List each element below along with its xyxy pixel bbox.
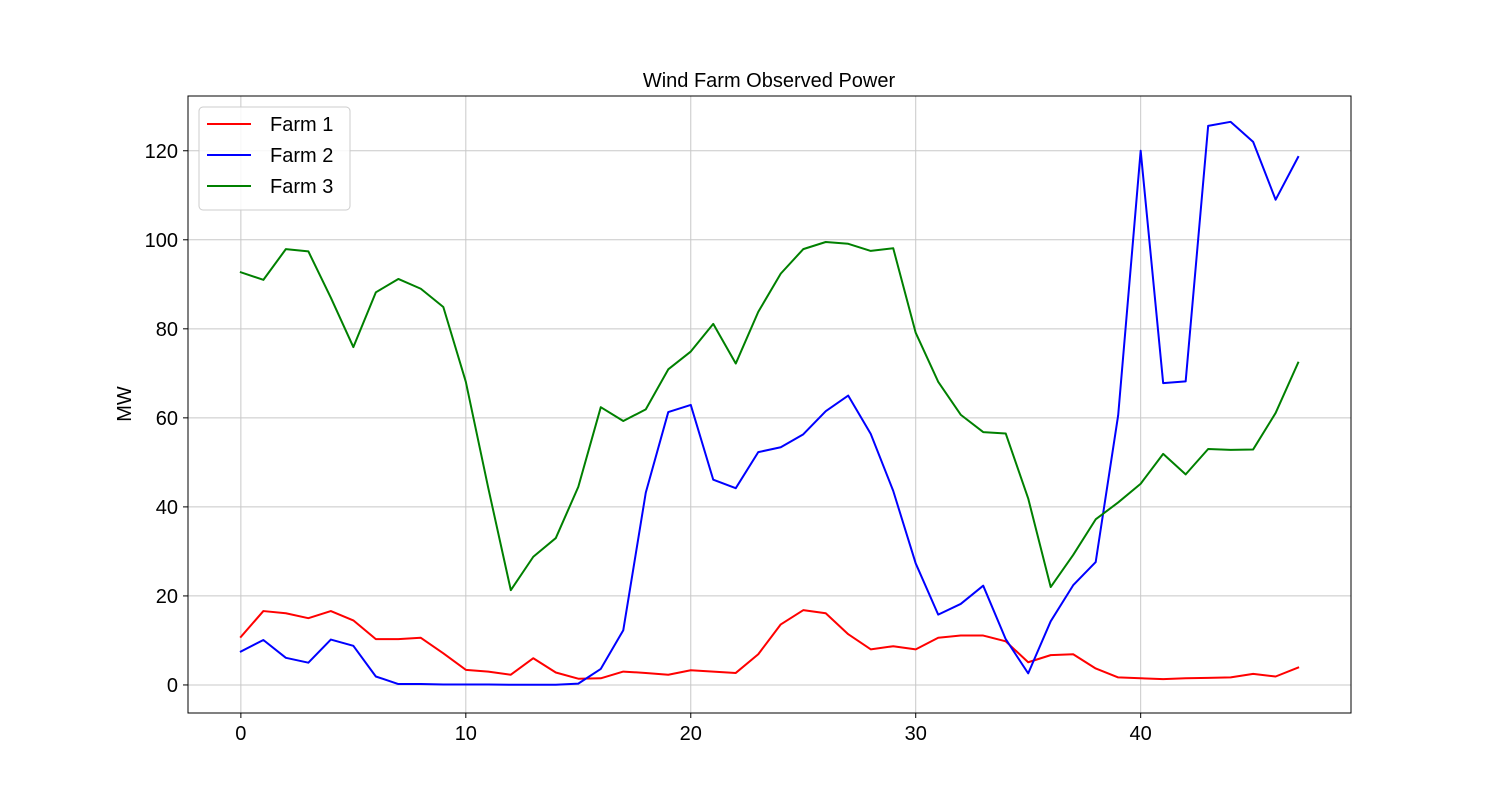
y-axis-label: MW <box>114 386 136 422</box>
legend-label: Farm 1 <box>270 114 333 136</box>
legend: Farm 1 Farm 2 Farm 3 <box>198 106 351 211</box>
x-tick-label: 20 <box>680 723 702 745</box>
legend-label: Farm 2 <box>270 145 333 167</box>
x-tick-label: 0 <box>235 723 246 745</box>
series-lines <box>239 120 1300 686</box>
y-tick-label: 120 <box>145 141 178 163</box>
legend-label: Farm 3 <box>270 176 333 198</box>
y-tick-label: 40 <box>156 497 178 519</box>
y-tick-label: 60 <box>156 408 178 430</box>
series-line-1 <box>239 609 1300 681</box>
y-tick-label: 80 <box>156 319 178 341</box>
legend-box <box>198 106 351 211</box>
series-line-3 <box>239 241 1300 592</box>
x-tick-label: 30 <box>905 723 927 745</box>
chart-title: Wind Farm Observed Power <box>643 70 896 92</box>
series-line-2 <box>239 120 1300 686</box>
x-tick-label: 10 <box>455 723 477 745</box>
axis-ticks: 0 10 20 30 40 0 20 40 60 80 100 120 <box>145 141 1152 745</box>
x-tick-label: 40 <box>1130 723 1152 745</box>
y-tick-label: 20 <box>156 586 178 608</box>
y-tick-label: 0 <box>167 675 178 697</box>
plot-frame <box>187 95 1352 714</box>
y-tick-label: 100 <box>145 230 178 252</box>
